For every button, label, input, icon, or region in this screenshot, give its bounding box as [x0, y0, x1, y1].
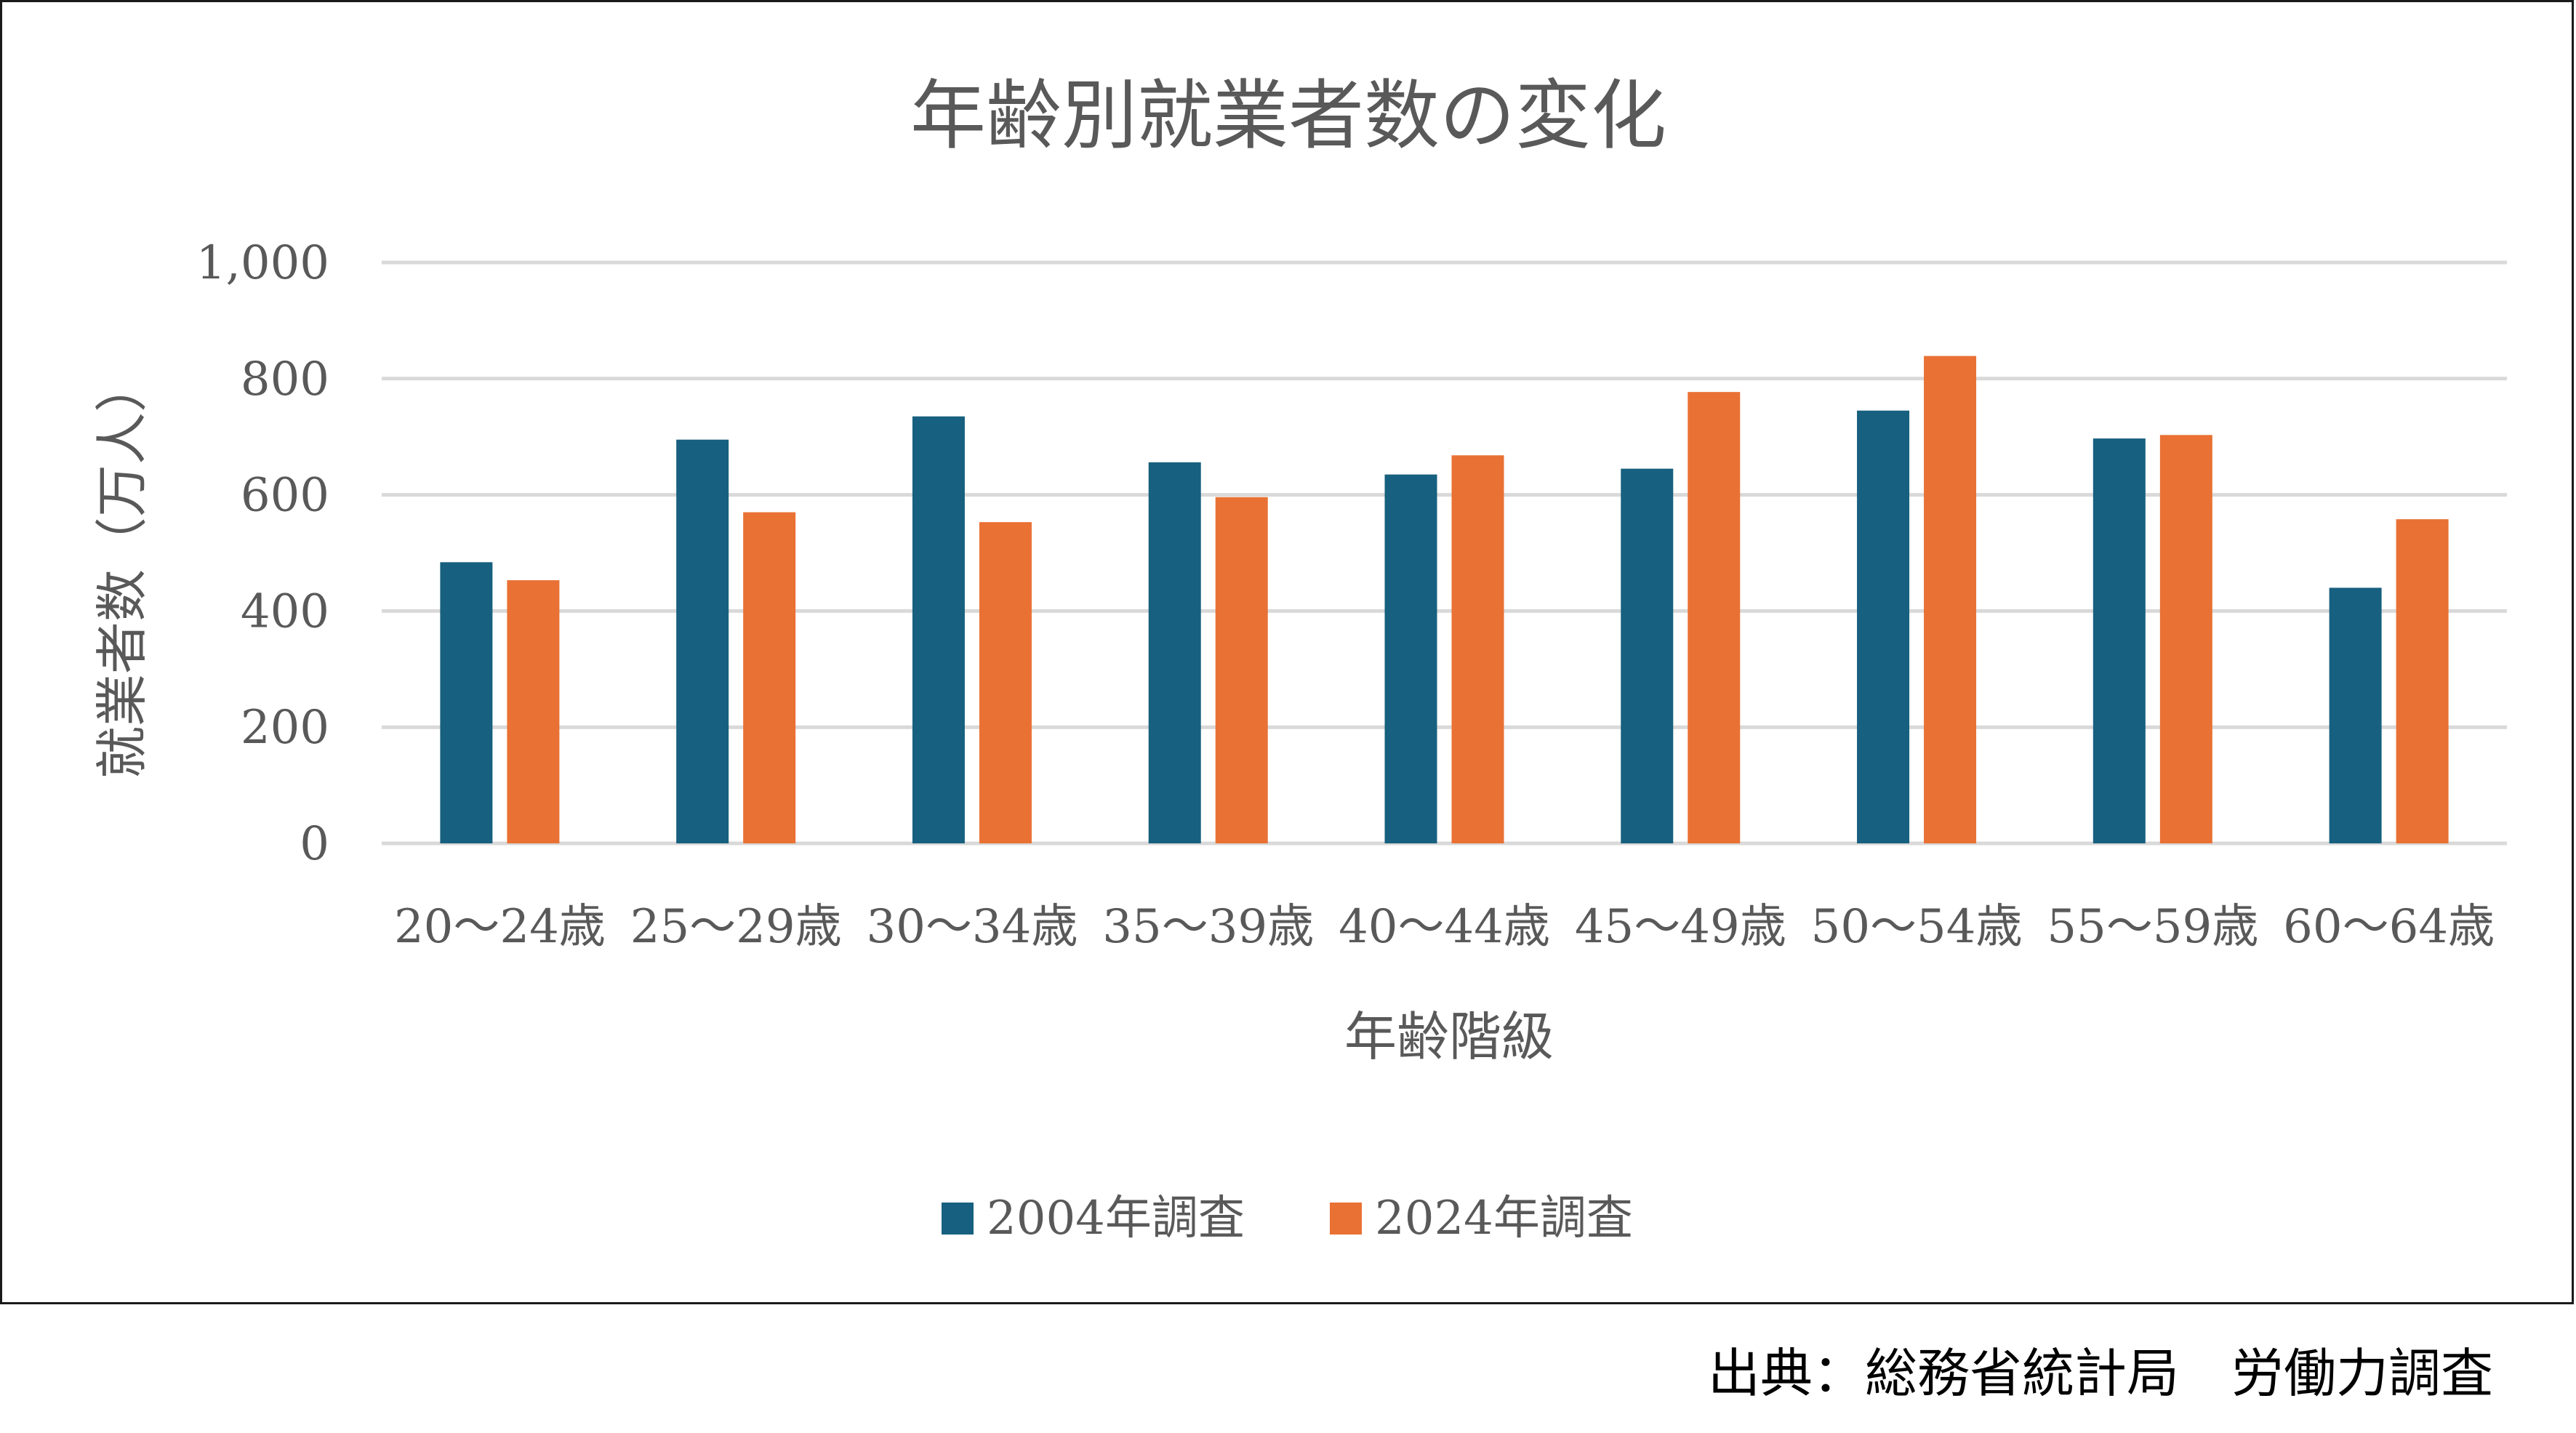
- y-tick-label: 800: [241, 353, 329, 406]
- bar-chart: 年齢別就業者数の変化 0 200 400 600 800 1,000 20～24歳 25～2…: [92, 71, 2507, 1245]
- chart-title: 年齢別就業者数の変化: [910, 71, 1666, 160]
- bar-series1: [676, 439, 729, 843]
- x-tick-label: 60～64歳: [2283, 900, 2495, 954]
- chart-frame: 年齢別就業者数の変化 0 200 400 600 800 1,000 20～24歳 25～2…: [0, 0, 2574, 1304]
- y-tick-label: 1,000: [196, 236, 329, 290]
- x-tick-label: 20～24歳: [394, 900, 606, 954]
- bar-series2: [1451, 455, 1504, 843]
- y-axis-title: 就業者数（万人）: [92, 360, 153, 779]
- bar-series1: [1384, 474, 1437, 843]
- bar-series2: [1924, 356, 1977, 843]
- y-tick-label: 400: [241, 585, 329, 638]
- bar-series2: [507, 580, 560, 843]
- legend-label: 2004年調査: [987, 1192, 1245, 1245]
- bar-series1: [2093, 438, 2146, 843]
- legend: 2004年調査 2024年調査: [942, 1192, 1633, 1245]
- bar-series1: [1857, 410, 1910, 843]
- x-tick-label: 30～34歳: [867, 900, 1078, 954]
- x-axis-title: 年齢階級: [1344, 1006, 1554, 1067]
- x-tick-label: 40～44歳: [1339, 900, 1550, 954]
- y-axis-ticks: 0 200 400 600 800 1,000: [196, 236, 329, 871]
- bar-series2: [979, 522, 1032, 843]
- bar-series2: [743, 512, 796, 843]
- bar-series2: [2396, 519, 2449, 843]
- x-tick-label: 25～29歳: [630, 900, 842, 954]
- y-tick-label: 200: [241, 701, 329, 755]
- legend-swatch: [1330, 1203, 1362, 1235]
- x-axis-ticks: 20～24歳 25～29歳 30～34歳 35～39歳 40～44歳 45～49歳 50～5…: [394, 900, 2495, 954]
- x-tick-label: 35～39歳: [1102, 900, 1314, 954]
- bar-series1: [1621, 468, 1674, 843]
- bar-series1: [440, 562, 493, 843]
- bar-series2: [1688, 392, 1741, 843]
- x-tick-label: 55～59歳: [2047, 900, 2258, 954]
- legend-swatch: [942, 1203, 974, 1235]
- bars: [440, 356, 2449, 843]
- bar-series2: [2159, 435, 2212, 843]
- y-tick-label: 600: [241, 469, 329, 523]
- bar-series2: [1215, 497, 1268, 843]
- x-tick-label: 50～54歳: [1811, 900, 2023, 954]
- bar-series1: [1148, 462, 1201, 843]
- bar-series1: [2329, 587, 2382, 843]
- source-note: 出典：総務省統計局 労働力調査: [1707, 1343, 2493, 1404]
- legend-label: 2024年調査: [1375, 1192, 1633, 1245]
- bar-series1: [912, 416, 965, 843]
- y-tick-label: 0: [300, 817, 329, 871]
- x-tick-label: 45～49歳: [1575, 900, 1786, 954]
- gridlines: [382, 260, 2507, 846]
